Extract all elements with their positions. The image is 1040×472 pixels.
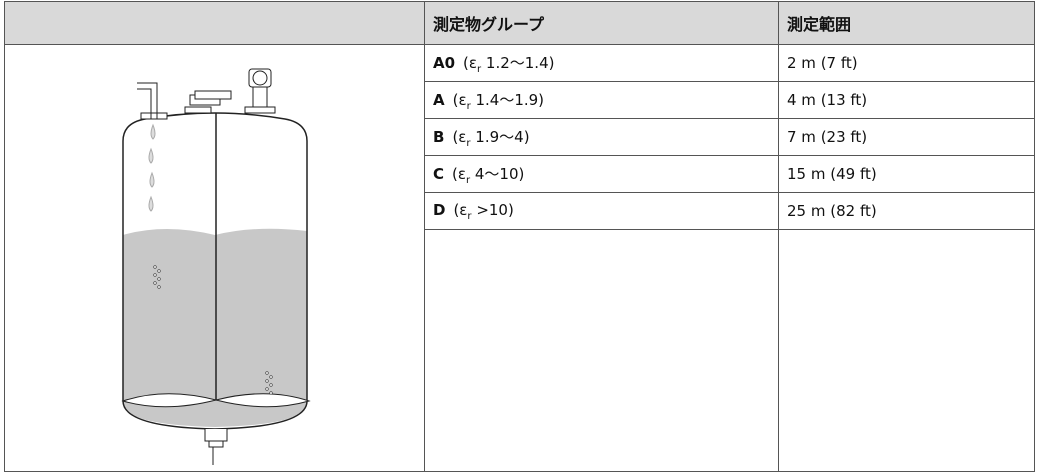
group-code: A0 xyxy=(433,53,456,72)
group-condition: >10) xyxy=(471,200,514,219)
range-cell: 25 m (82 ft) xyxy=(778,192,1035,230)
group-condition: (ε xyxy=(452,127,467,146)
group-condition: (ε xyxy=(452,90,467,109)
range-cell: 7 m (23 ft) xyxy=(778,118,1035,156)
group-cell: A (εr 1.4〜1.9) xyxy=(424,81,779,119)
table-row: A0 (εr 1.2〜1.4) 2 m (7 ft) xyxy=(4,44,1035,472)
group-cell: D (εr >10) xyxy=(424,192,779,230)
filler-row xyxy=(5,229,1035,472)
range-cell: 4 m (13 ft) xyxy=(778,81,1035,119)
header-row: 測定物グループ 測定範囲 xyxy=(4,1,1035,45)
group-condition: 4〜10) xyxy=(470,164,525,183)
measurement-table: 測定物グループ 測定範囲 A0 (εr 1.2〜1.4) 2 m (7 ft) A (ε… xyxy=(4,1,1035,472)
group-condition: (ε xyxy=(453,200,468,219)
group-code: C xyxy=(433,164,445,183)
subscript: r xyxy=(465,174,471,186)
range-cell: 2 m (7 ft) xyxy=(778,44,1035,82)
group-cell: B (εr 1.9〜4) xyxy=(424,118,779,156)
table-row: B (εr 1.9〜4) 7 m (23 ft) xyxy=(5,118,1035,156)
table-row: C (εr 4〜10) 15 m (49 ft) xyxy=(5,155,1035,193)
group-code: D xyxy=(433,200,446,219)
header-cell: 測定範囲 xyxy=(778,1,1035,45)
header-blank xyxy=(4,1,425,45)
empty-cell xyxy=(778,229,1035,472)
tank-illustration xyxy=(121,68,311,465)
range-cell: 15 m (49 ft) xyxy=(778,155,1035,193)
group-cell: A0 (εr 1.2〜1.4) xyxy=(424,44,779,82)
table-row: A (εr 1.4〜1.9) 4 m (13 ft) xyxy=(5,81,1035,119)
group-code: B xyxy=(433,127,445,146)
group-code: A xyxy=(433,90,445,109)
subscript: r xyxy=(467,210,472,222)
subscript: r xyxy=(466,100,471,112)
subscript: r xyxy=(466,137,471,149)
group-condition: 1.9〜4) xyxy=(470,127,530,146)
empty-cell xyxy=(424,229,779,472)
group-condition: 1.4〜1.9) xyxy=(470,90,545,109)
subscript: r xyxy=(477,63,482,75)
group-condition: (ε xyxy=(463,53,478,72)
table-row: D (εr >10) 25 m (82 ft) xyxy=(5,192,1035,230)
group-condition: 1.2〜1.4) xyxy=(481,53,555,72)
group-cell: C (εr 4〜10) xyxy=(424,155,779,193)
header-cell: 測定物グループ xyxy=(424,1,779,45)
group-condition: (ε xyxy=(452,164,466,183)
illustration-cell xyxy=(4,44,425,472)
